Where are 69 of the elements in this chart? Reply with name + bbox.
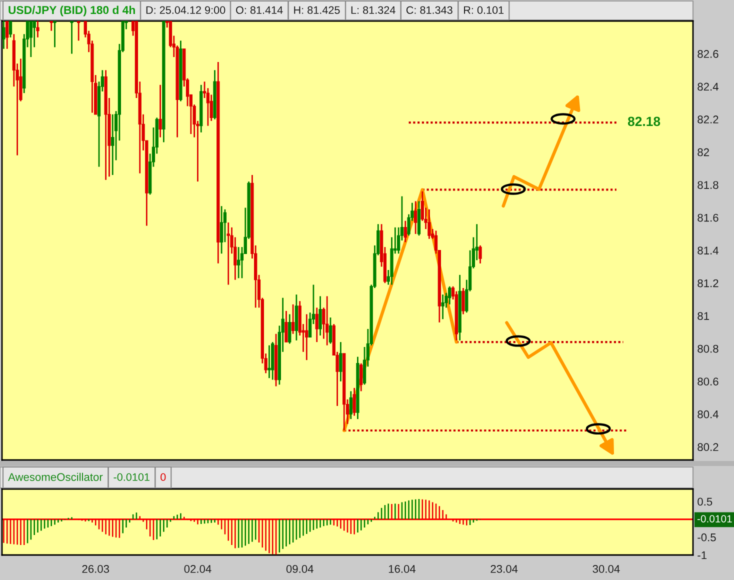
candlestick (326, 296, 329, 346)
y-tick-label: 81.6 (698, 214, 718, 222)
candlestick (339, 341, 342, 382)
x-tick-label: 09.04 (286, 565, 314, 573)
data-label: 82.18 (628, 116, 660, 126)
y-tick-label: 82 (698, 148, 709, 156)
y-tick-label: 80.8 (698, 344, 718, 353)
candlestick (220, 205, 224, 254)
y-tick-label: 80.2 (698, 443, 718, 452)
candlestick (6, 21, 9, 50)
candlestick (318, 296, 322, 336)
y-tick-label: 81.8 (698, 181, 718, 189)
candlestick (360, 362, 363, 392)
candlestick (70, 21, 74, 54)
text: C: 81.343 (406, 6, 452, 14)
candlestick (288, 314, 292, 344)
candlestick (2, 21, 6, 50)
candlestick (291, 304, 295, 335)
chart-title: USD/JPY (BID) 180 d 4h (8, 6, 135, 16)
y-tick-label: 81.4 (698, 246, 718, 254)
candlestick (29, 21, 33, 58)
candlestick (36, 21, 40, 38)
candlestick (237, 246, 240, 279)
candlestick (158, 84, 162, 138)
candlestick (53, 21, 56, 48)
candlestick (404, 220, 407, 243)
candlestick (111, 114, 114, 176)
x-tick-label: 30.04 (592, 565, 620, 573)
candlestick (32, 21, 36, 48)
candlestick (428, 208, 431, 240)
candlestick (441, 294, 444, 320)
candlestick (77, 21, 80, 42)
y-tick-label: 81.2 (698, 279, 718, 288)
y-tick-label: 80.4 (698, 410, 718, 418)
y-tick-label: 81 (698, 312, 709, 320)
x-tick-label: 23.04 (490, 565, 518, 573)
x-tick-label: 16.04 (388, 565, 416, 573)
candlestick (349, 390, 352, 420)
y-tick-label: 0.5 (698, 498, 712, 506)
text: -0.0101 (114, 473, 150, 481)
candlestick (8, 21, 12, 38)
y-tick-label: 82.6 (698, 50, 718, 58)
candlestick (414, 200, 418, 235)
candlestick (268, 344, 271, 379)
candlestick (478, 244, 482, 264)
candlestick (305, 314, 308, 361)
y-tick-label: -1 (698, 551, 707, 560)
y-tick-label: 82.2 (698, 116, 718, 124)
candlestick (226, 222, 230, 286)
x-tick-label: 02.04 (184, 565, 212, 573)
candlestick (284, 310, 288, 343)
text: L: 81.324 (351, 6, 396, 14)
text: D: 25.04.12 9:00 (146, 6, 226, 14)
text: 0 (160, 473, 166, 481)
y-tick-label: 82.4 (698, 82, 718, 91)
annotation: -0.0101 (697, 515, 732, 522)
y-tick-label: -0.5 (698, 533, 716, 542)
candlestick (50, 21, 53, 32)
candlestick (352, 387, 356, 416)
y-tick-label: 80.6 (698, 378, 718, 386)
text: H: 81.425 (294, 6, 340, 14)
chart-title: AwesomeOscillator (8, 472, 103, 481)
text: O: 81.414 (236, 6, 283, 14)
candlestick (448, 286, 452, 306)
x-tick-label: 26.03 (82, 565, 110, 573)
candlestick (462, 287, 465, 315)
candlestick (328, 316, 332, 344)
candlestick (315, 306, 318, 343)
text: R: 0.101 (464, 6, 504, 14)
